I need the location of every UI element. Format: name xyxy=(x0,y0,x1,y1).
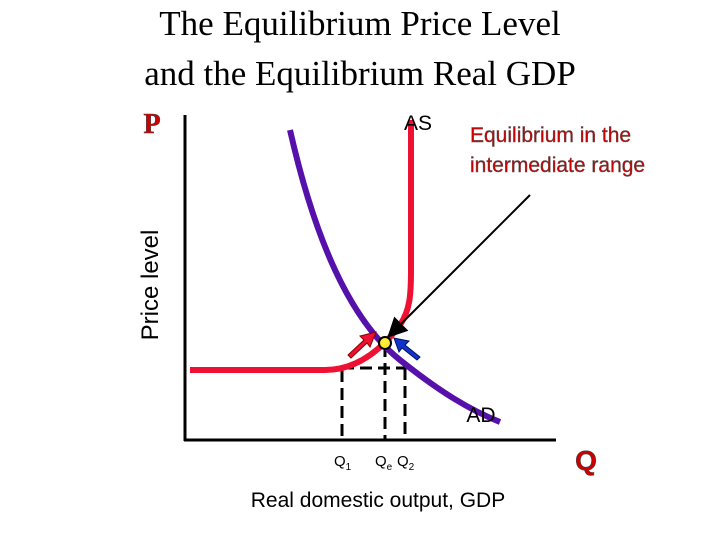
ad-label: AD xyxy=(466,404,495,427)
ad-curve xyxy=(287,129,502,425)
as-curve xyxy=(190,120,414,373)
y-title: Price level xyxy=(137,230,164,341)
q-label: Qe xyxy=(375,453,393,473)
q-main: Q xyxy=(334,453,346,470)
y-letter: P xyxy=(143,109,160,140)
guides xyxy=(340,345,407,440)
q-label: Q2 xyxy=(397,453,415,473)
q-main: Q xyxy=(397,453,409,470)
arrow-right xyxy=(393,337,421,361)
q-label: Q1 xyxy=(334,453,352,473)
title-line: The Equilibrium Price Level xyxy=(159,4,561,43)
x-title: Real domestic output, GDP xyxy=(251,489,505,512)
pointer xyxy=(387,194,531,338)
annotation: intermediate range xyxy=(470,154,645,177)
q-sub: e xyxy=(387,462,393,473)
equilibrium-point xyxy=(378,336,392,350)
title-line: and the Equilibrium Real GDP xyxy=(144,54,576,93)
q-main: Q xyxy=(375,453,387,470)
annotation: Equilibrium in the xyxy=(470,124,631,147)
as-label: AS xyxy=(404,112,432,135)
x-letter: Q xyxy=(575,445,597,476)
q-sub: 1 xyxy=(346,462,352,473)
q-sub: 2 xyxy=(409,462,415,473)
arrow-left xyxy=(347,331,377,359)
